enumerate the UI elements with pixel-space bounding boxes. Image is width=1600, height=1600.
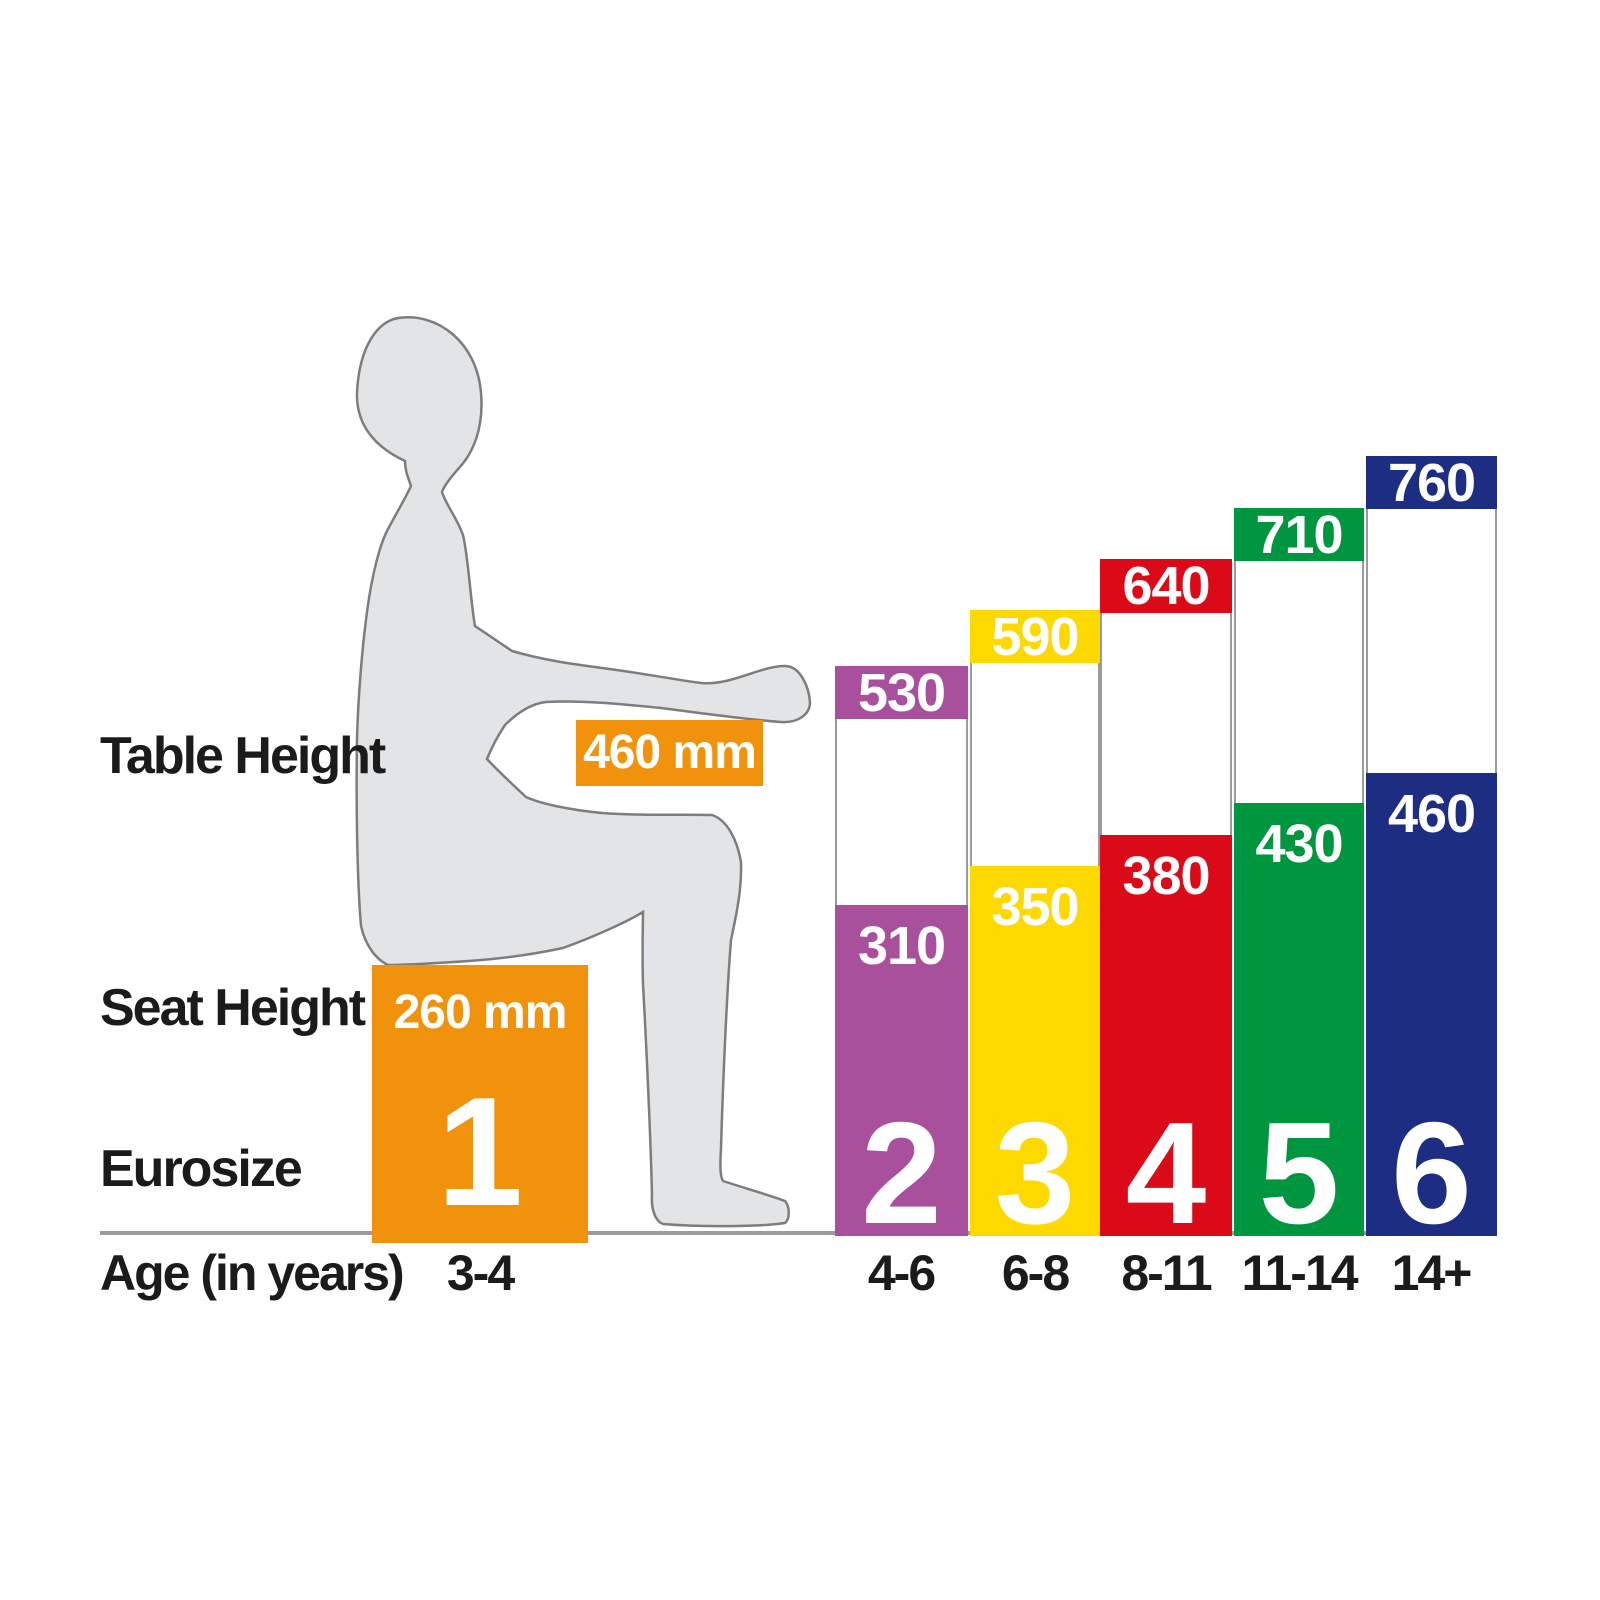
size2-seat-height-value: 310 bbox=[857, 916, 946, 976]
size6-column-body bbox=[1366, 509, 1497, 773]
age-value-size5: 11-14 bbox=[1241, 1245, 1358, 1301]
size2-column: 530 310 2 bbox=[835, 0, 968, 1600]
size5-eurosize-digit: 5 bbox=[1258, 1091, 1340, 1254]
size3-seat-height-value: 350 bbox=[991, 877, 1079, 937]
size3-column-body bbox=[970, 663, 1100, 866]
size4-seat-section: 380 bbox=[1100, 835, 1232, 1236]
size4-eurosize-digit: 4 bbox=[1125, 1091, 1207, 1254]
size6-table-height-value: 760 bbox=[1387, 452, 1476, 513]
size6-table-height-band: 760 bbox=[1366, 452, 1497, 513]
age-value-size4: 8-11 bbox=[1121, 1245, 1212, 1301]
size3-eurosize-digit: 3 bbox=[994, 1091, 1076, 1254]
size6-column: 760 460 6 bbox=[1366, 0, 1497, 1600]
size2-table-height-band: 530 bbox=[835, 662, 968, 723]
size5-seat-section: 430 bbox=[1234, 803, 1364, 1236]
size6-seat-section: 460 bbox=[1366, 773, 1497, 1236]
size1-seat-height-value: 260 mm bbox=[393, 986, 568, 1039]
size3-table-height-value: 590 bbox=[991, 606, 1079, 667]
size5-column-body bbox=[1234, 561, 1364, 803]
size1-seat-block: 260 mm 1 bbox=[372, 965, 588, 1243]
size6-eurosize-digit: 6 bbox=[1391, 1091, 1472, 1254]
size4-table-height-value: 640 bbox=[1122, 556, 1210, 616]
age-value-size3: 6-8 bbox=[1001, 1245, 1070, 1301]
age-value-size6: 14+ bbox=[1391, 1245, 1473, 1301]
age-value-size2: 4-6 bbox=[867, 1245, 936, 1301]
size3-table-height-band: 590 bbox=[970, 606, 1100, 667]
age-axis-label: Age (in years) bbox=[100, 1245, 405, 1301]
size4-table-height-band: 640 bbox=[1100, 559, 1232, 613]
size4-column-body bbox=[1100, 613, 1232, 835]
size2-column-body bbox=[835, 719, 968, 905]
size3-seat-section: 350 bbox=[970, 866, 1100, 1236]
size1-table-height-tag: 460 mm bbox=[576, 720, 763, 786]
size5-table-height-band: 710 bbox=[1234, 504, 1364, 565]
size6-seat-height-value: 460 bbox=[1387, 784, 1476, 844]
size2-eurosize-digit: 2 bbox=[861, 1091, 942, 1254]
table-height-label: Table Height bbox=[100, 727, 386, 785]
size5-seat-height-value: 430 bbox=[1255, 814, 1343, 874]
size4-seat-height-value: 380 bbox=[1122, 846, 1210, 906]
age-value-size1: 3-4 bbox=[446, 1245, 515, 1301]
size3-column: 590 350 3 bbox=[970, 0, 1100, 1600]
size1-eurosize-digit: 1 bbox=[436, 1065, 524, 1239]
ground-baseline bbox=[100, 1231, 1490, 1235]
size4-column: 640 380 4 bbox=[1100, 0, 1232, 1600]
eurosize-label: Eurosize bbox=[100, 1140, 303, 1198]
size2-seat-section: 310 bbox=[835, 905, 968, 1236]
size5-column: 710 430 5 bbox=[1234, 0, 1364, 1600]
size1-table-height-value: 460 mm bbox=[583, 726, 757, 779]
seat-height-label: Seat Height bbox=[100, 979, 366, 1037]
size5-table-height-value: 710 bbox=[1255, 504, 1343, 565]
size2-table-height-value: 530 bbox=[857, 662, 946, 723]
